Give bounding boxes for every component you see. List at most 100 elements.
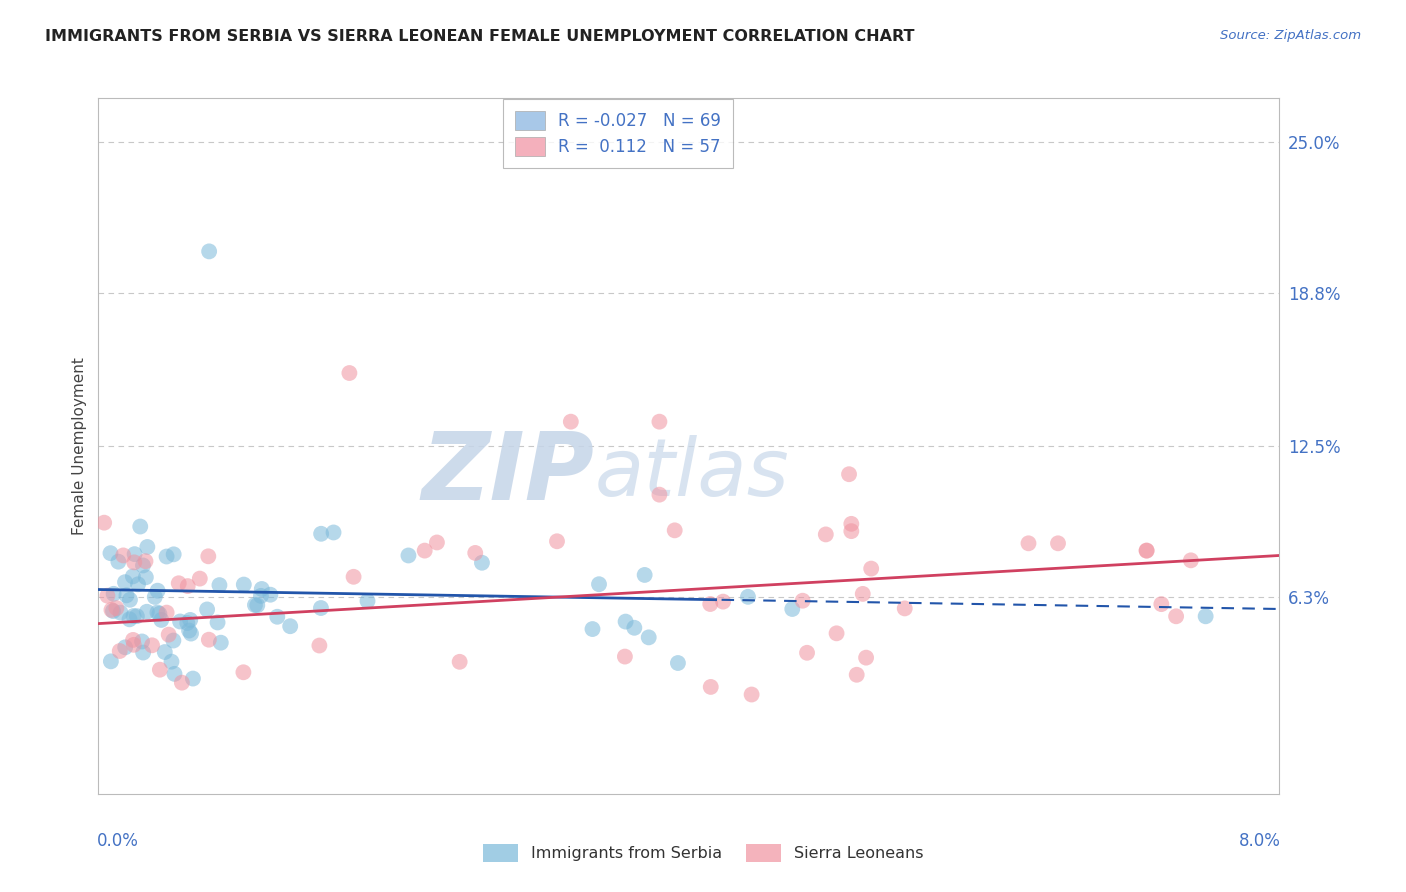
Point bbox=[737, 590, 759, 604]
Point bbox=[792, 593, 814, 607]
Point bbox=[825, 626, 848, 640]
Point bbox=[181, 672, 204, 686]
Point bbox=[153, 645, 176, 659]
Point bbox=[246, 599, 269, 613]
Point bbox=[135, 570, 157, 584]
Point bbox=[177, 579, 200, 593]
Point bbox=[664, 524, 686, 538]
Point bbox=[342, 570, 364, 584]
Point bbox=[841, 516, 863, 531]
Point bbox=[855, 650, 877, 665]
Point bbox=[623, 621, 645, 635]
Point bbox=[112, 549, 135, 563]
Point bbox=[132, 646, 155, 660]
Point bbox=[700, 680, 723, 694]
Point bbox=[588, 577, 610, 591]
Point bbox=[637, 631, 659, 645]
Point bbox=[1018, 536, 1040, 550]
Point bbox=[127, 577, 149, 591]
Point bbox=[122, 609, 145, 624]
Point bbox=[160, 655, 183, 669]
Point bbox=[634, 568, 657, 582]
Point bbox=[125, 609, 148, 624]
Point bbox=[198, 632, 221, 647]
Point bbox=[100, 654, 122, 668]
Point bbox=[197, 549, 219, 564]
Point bbox=[96, 589, 118, 603]
Point bbox=[134, 554, 156, 568]
Point bbox=[131, 634, 153, 648]
Point bbox=[180, 626, 202, 640]
Point bbox=[560, 415, 582, 429]
Point bbox=[209, 636, 232, 650]
Point bbox=[122, 569, 145, 583]
Point bbox=[309, 526, 332, 541]
Point bbox=[146, 583, 169, 598]
Point bbox=[232, 665, 254, 680]
Point bbox=[1136, 543, 1159, 558]
Point bbox=[426, 535, 449, 549]
Point bbox=[1195, 609, 1218, 624]
Point bbox=[148, 607, 170, 621]
Point bbox=[309, 601, 332, 615]
Point bbox=[711, 594, 734, 608]
Point bbox=[101, 604, 124, 618]
Point bbox=[176, 615, 198, 630]
Point bbox=[110, 606, 132, 620]
Point bbox=[132, 558, 155, 573]
Point bbox=[162, 633, 184, 648]
Point bbox=[122, 555, 145, 569]
Text: Source: ZipAtlas.com: Source: ZipAtlas.com bbox=[1220, 29, 1361, 42]
Point bbox=[150, 613, 173, 627]
Point bbox=[666, 656, 689, 670]
Point bbox=[108, 644, 131, 658]
Point bbox=[146, 606, 169, 620]
Point bbox=[188, 572, 211, 586]
Point bbox=[796, 646, 818, 660]
Point bbox=[207, 615, 229, 630]
Point bbox=[546, 534, 568, 549]
Point bbox=[852, 587, 875, 601]
Point bbox=[135, 605, 157, 619]
Point bbox=[163, 547, 186, 561]
Point bbox=[648, 415, 671, 429]
Point bbox=[243, 598, 266, 612]
Point bbox=[250, 582, 273, 596]
Point bbox=[1180, 553, 1202, 567]
Point bbox=[170, 675, 193, 690]
Point bbox=[157, 627, 180, 641]
Legend: Immigrants from Serbia, Sierra Leoneans: Immigrants from Serbia, Sierra Leoneans bbox=[477, 838, 929, 868]
Y-axis label: Female Unemployment: Female Unemployment bbox=[72, 357, 87, 535]
Point bbox=[398, 549, 420, 563]
Point bbox=[115, 588, 138, 602]
Point bbox=[860, 561, 883, 575]
Point bbox=[195, 602, 218, 616]
Text: 0.0%: 0.0% bbox=[97, 832, 139, 850]
Text: ZIP: ZIP bbox=[422, 428, 595, 520]
Point bbox=[845, 667, 868, 681]
Point bbox=[814, 527, 837, 541]
Point bbox=[449, 655, 471, 669]
Point bbox=[838, 467, 860, 482]
Point bbox=[156, 606, 179, 620]
Point bbox=[105, 601, 128, 615]
Point bbox=[103, 587, 125, 601]
Point bbox=[232, 577, 254, 591]
Point bbox=[250, 589, 273, 603]
Point bbox=[155, 549, 177, 564]
Point bbox=[841, 524, 863, 538]
Point bbox=[167, 576, 190, 591]
Point bbox=[118, 612, 141, 626]
Point bbox=[198, 244, 221, 259]
Point bbox=[464, 546, 486, 560]
Point bbox=[471, 556, 494, 570]
Text: IMMIGRANTS FROM SERBIA VS SIERRA LEONEAN FEMALE UNEMPLOYMENT CORRELATION CHART: IMMIGRANTS FROM SERBIA VS SIERRA LEONEAN… bbox=[45, 29, 914, 44]
Point bbox=[179, 613, 201, 627]
Point bbox=[107, 555, 129, 569]
Point bbox=[1046, 536, 1070, 550]
Point bbox=[149, 663, 172, 677]
Point bbox=[169, 615, 191, 629]
Point bbox=[782, 602, 804, 616]
Point bbox=[1166, 609, 1188, 624]
Point bbox=[114, 575, 136, 590]
